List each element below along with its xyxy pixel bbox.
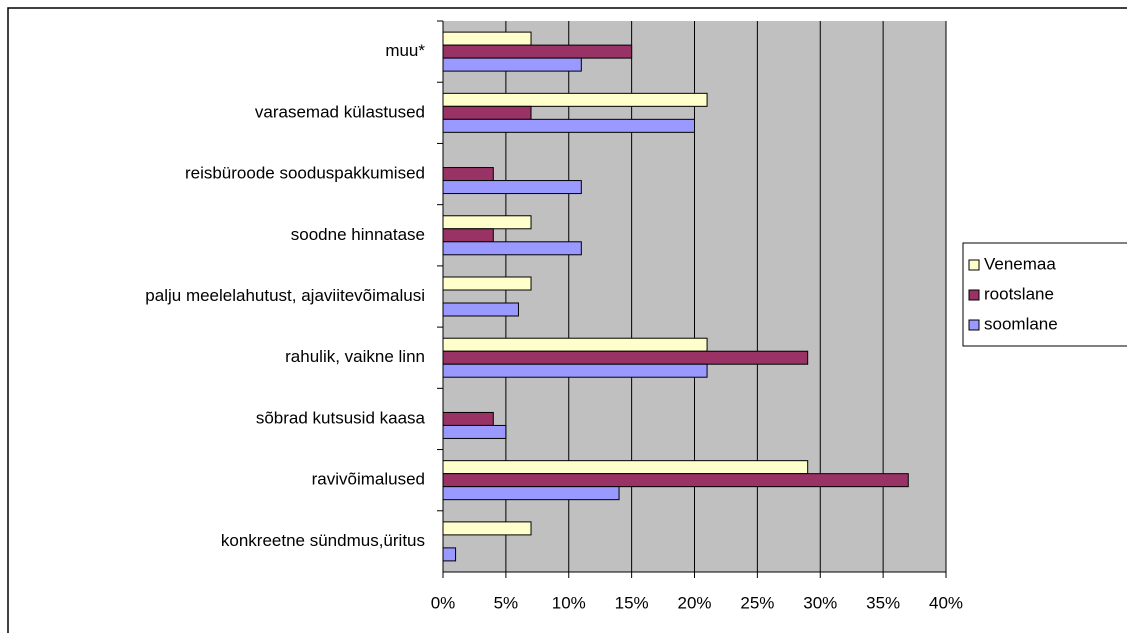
- y-tick-label: ravivõimalused: [312, 470, 425, 489]
- x-tick-label: 25%: [740, 593, 774, 612]
- bar: [442, 460, 809, 475]
- legend-swatch: [968, 289, 980, 301]
- x-tick-label: 20%: [677, 593, 711, 612]
- bar: [442, 521, 532, 536]
- y-tick-label: palju meelelahutust, ajaviitevõimalusi: [145, 286, 425, 305]
- bar: [442, 411, 494, 426]
- bar: [442, 350, 809, 365]
- bar: [442, 337, 708, 352]
- bar: [442, 215, 532, 230]
- bar: [442, 473, 909, 488]
- legend-box: [962, 242, 1127, 347]
- legend-label: Venemaa: [984, 254, 1056, 273]
- bar: [442, 547, 457, 562]
- x-tick-label: 5%: [494, 593, 519, 612]
- x-tick-label: 35%: [866, 593, 900, 612]
- x-tick-label: 10%: [552, 593, 586, 612]
- bar: [442, 241, 582, 256]
- y-tick-label: konkreetne sündmus,üritus: [221, 531, 425, 550]
- y-tick-label: soodne hinnatase: [291, 225, 425, 244]
- bar: [442, 167, 494, 182]
- x-tick-label: 15%: [615, 593, 649, 612]
- bar: [442, 276, 532, 291]
- x-tick-label: 30%: [803, 593, 837, 612]
- bar: [442, 105, 532, 120]
- bar: [442, 92, 708, 107]
- x-tick-label: 40%: [929, 593, 963, 612]
- bar: [442, 424, 507, 439]
- y-tick-label: varasemad külastused: [255, 102, 425, 121]
- y-tick-label: rahulik, vaikne linn: [285, 347, 425, 366]
- y-tick-label: sõbrad kutsusid kaasa: [256, 408, 426, 427]
- bar: [442, 228, 494, 243]
- legend-label: soomlane: [984, 314, 1058, 333]
- x-tick-label: 0%: [431, 593, 456, 612]
- bar: [442, 57, 582, 72]
- legend-swatch: [968, 259, 980, 271]
- bar: [442, 363, 708, 378]
- bar: [442, 44, 633, 59]
- y-tick-label: muu*: [385, 41, 425, 60]
- bar: [442, 118, 695, 133]
- bar: [442, 180, 582, 195]
- bar: [442, 31, 532, 46]
- legend-label: rootslane: [984, 284, 1054, 303]
- legend-swatch: [968, 319, 980, 331]
- y-tick-label: reisbüroode sooduspakkumised: [185, 164, 425, 183]
- bar: [442, 302, 519, 317]
- bar: [442, 486, 620, 501]
